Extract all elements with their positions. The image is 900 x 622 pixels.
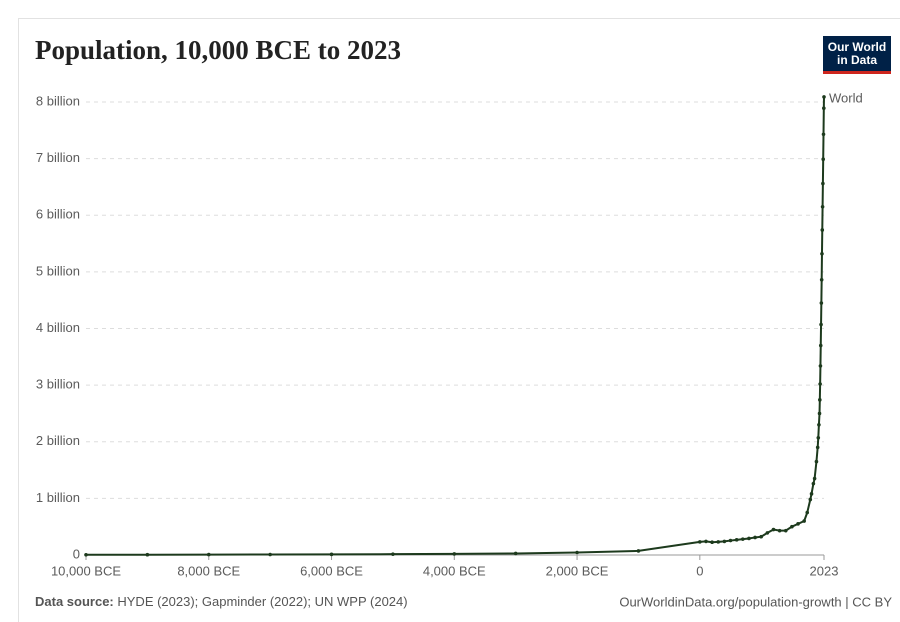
point [145,552,150,557]
logo-text: in Data [837,53,877,67]
point [329,552,334,557]
frame [18,18,900,622]
series-label: World [829,90,863,105]
point [818,343,823,348]
point [452,552,457,556]
point [753,535,757,540]
point [802,519,806,523]
point [812,476,817,481]
y-tick-label: 6 billion [36,207,80,222]
point [765,531,770,535]
point [771,527,776,532]
x-tick-label: 2023 [810,563,839,578]
point [808,497,813,502]
point [821,157,826,161]
logo-box [823,36,891,74]
point [815,445,820,450]
point [817,411,822,416]
source: Data source: HYDE (2023); Gapminder (202… [35,594,408,609]
point [819,322,823,327]
x-tick-label: 2,000 BCE [546,563,609,578]
point [809,492,814,496]
point [759,534,764,539]
point [722,539,727,544]
y-tick-label: 0 [73,546,80,561]
point [820,228,825,232]
point [820,251,824,256]
chart-title: Population, 10,000 BCE to 2023 [35,35,401,65]
point [740,537,745,541]
point [268,552,272,557]
y-tick-label: 1 billion [36,490,80,505]
x-tick-label: 6,000 BCE [300,563,363,578]
credit: OurWorldinData.org/population-growth | C… [619,594,892,609]
point [818,382,822,386]
point [822,106,826,111]
y-tick-label: 4 billion [36,320,80,335]
y-tick-label: 5 billion [36,263,80,278]
point [728,538,733,543]
point [513,551,518,556]
point [710,540,714,545]
point [821,181,825,186]
y-tick-label: 8 billion [36,93,80,108]
point [820,204,825,209]
logo: Our World in Data [823,36,891,74]
x-tick-label: 0 [696,563,703,578]
point [817,422,821,427]
point [822,95,826,99]
point [84,552,88,557]
point [747,536,751,541]
point [716,540,721,544]
point [818,398,822,402]
point [704,539,708,544]
point [819,301,824,305]
source-text: HYDE (2023); Gapminder (2022); UN WPP (2… [117,594,407,609]
point [206,552,211,557]
point [796,522,800,526]
point [391,552,395,556]
point [819,278,824,282]
x-tick-label: 8,000 BCE [177,563,240,578]
point [783,528,788,533]
point [636,549,641,553]
point [734,538,739,542]
x-tick-label: 10,000 BCE [51,563,121,578]
x-tick-label: 4,000 BCE [423,563,486,578]
line [85,96,825,556]
point [816,435,821,440]
point [805,510,810,515]
point [777,528,782,533]
logo-bar [823,71,891,74]
point [821,132,826,137]
y-tick-label: 7 billion [36,150,80,165]
point [818,364,823,368]
y-tick-label: 2 billion [36,433,80,448]
point [814,459,819,464]
logo-text: Our World [828,40,886,54]
point [811,481,816,486]
point [698,540,702,544]
point [790,524,794,529]
source-label: Data source: [35,594,114,609]
y-tick-label: 3 billion [36,377,80,392]
point [575,550,579,555]
